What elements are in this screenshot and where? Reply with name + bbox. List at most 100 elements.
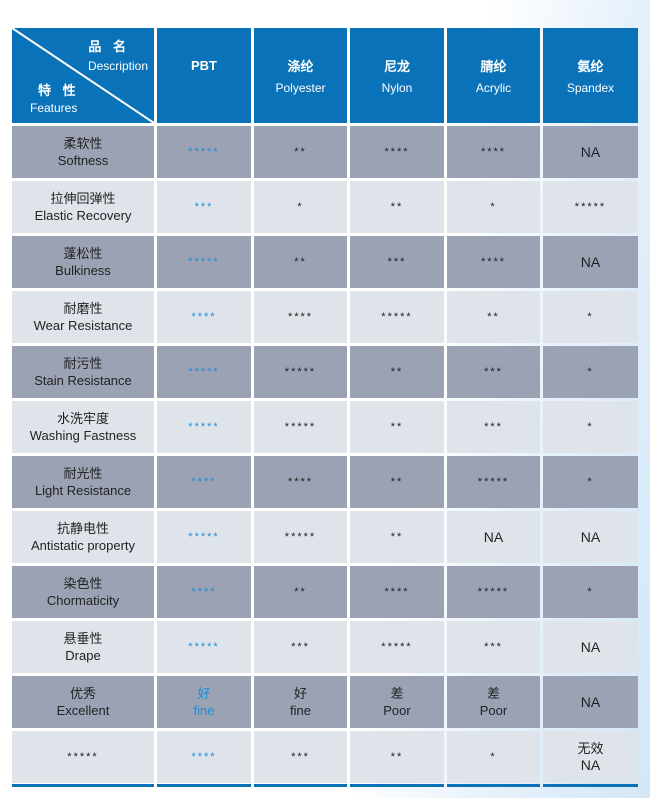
star-rating: * xyxy=(490,200,497,213)
rating-text: NA xyxy=(580,638,601,655)
feature-en: Light Resistance xyxy=(34,483,132,498)
star-rating: ** xyxy=(390,365,404,378)
rating-cell: * xyxy=(543,566,638,618)
diagonal-divider xyxy=(12,28,154,123)
feature-cell: 水洗牢度 Washing Fastness xyxy=(12,401,154,453)
rating-cell: *** xyxy=(447,401,540,453)
rating-text: fine xyxy=(290,703,311,718)
column-title-cn: 尼龙 xyxy=(383,59,410,74)
feature-cn: 悬垂性 xyxy=(63,631,103,646)
rating-cell: * xyxy=(543,291,638,343)
star-rating: * xyxy=(587,585,594,598)
column-title-cn: 腈纶 xyxy=(480,59,507,74)
rating-cell: 好 fine xyxy=(157,676,251,728)
star-rating: **** xyxy=(480,255,507,268)
feature-cn: 水洗牢度 xyxy=(56,411,109,426)
rating-cell: NA xyxy=(543,676,638,728)
star-rating: ***** xyxy=(188,145,220,158)
feature-en: Stain Resistance xyxy=(34,373,132,388)
rating-cell: NA xyxy=(447,511,540,563)
rating-cell: **** xyxy=(157,456,251,508)
rating-cell: **** xyxy=(350,126,444,178)
rating-cell: 差 Poor xyxy=(350,676,444,728)
feature-cell: 染色性 Chormaticity xyxy=(12,566,154,618)
feature-cn: 柔软性 xyxy=(63,136,103,151)
rating-cell: **** xyxy=(157,731,251,783)
rating-cell: * xyxy=(543,401,638,453)
rating-cell: ***** xyxy=(254,511,347,563)
rating-text: 好 xyxy=(293,686,307,701)
feature-cell: 蓬松性 Bulkiness xyxy=(12,236,154,288)
star-rating: * xyxy=(490,750,497,763)
feature-cell: 悬垂性 Drape xyxy=(12,621,154,673)
rating-cell: ***** xyxy=(543,181,638,233)
star-rating: *** xyxy=(484,365,503,378)
star-rating: ***** xyxy=(381,310,413,323)
rating-cell: NA xyxy=(543,621,638,673)
star-rating: * xyxy=(587,365,594,378)
rating-text: NA xyxy=(580,693,601,710)
star-rating: ***** xyxy=(188,420,220,433)
star-rating: ** xyxy=(294,145,307,158)
feature-cell: 优秀 Excellent xyxy=(12,676,154,728)
star-rating: ** xyxy=(294,255,307,268)
rating-cell: **** xyxy=(254,456,347,508)
rating-text: NA xyxy=(580,528,601,545)
star-rating: **** xyxy=(191,310,217,323)
rating-cell: *** xyxy=(447,346,540,398)
rating-text: fine xyxy=(193,703,215,718)
rating-cell: ***** xyxy=(447,456,540,508)
column-title-en: Nylon xyxy=(381,81,413,95)
rating-cell: * xyxy=(543,456,638,508)
column-title-en: Acrylic xyxy=(475,81,512,95)
feature-cell: 抗静电性 Antistatic property xyxy=(12,511,154,563)
features-cn: 特 性 xyxy=(38,83,80,98)
rating-cell: 差 Poor xyxy=(447,676,540,728)
feature-en: Elastic Recovery xyxy=(34,208,132,223)
star-rating: **** xyxy=(480,145,507,158)
feature-cn: 染色性 xyxy=(63,576,103,591)
feature-en: Wear Resistance xyxy=(33,318,133,333)
rating-cell: NA xyxy=(543,126,638,178)
rating-text: Poor xyxy=(383,703,411,718)
feature-cell: 耐光性 Light Resistance xyxy=(12,456,154,508)
rating-cell: ** xyxy=(254,566,347,618)
rating-cell: **** xyxy=(447,126,540,178)
feature-cell: 耐污性 Stain Resistance xyxy=(12,346,154,398)
column-title-cn: 涤纶 xyxy=(287,59,314,74)
rating-cell: ** xyxy=(254,126,347,178)
rating-cell: ** xyxy=(350,456,444,508)
rating-cell: ** xyxy=(350,181,444,233)
feature-en: Drape xyxy=(65,648,101,663)
rating-cell: **** xyxy=(447,236,540,288)
feature-cn: 耐污性 xyxy=(63,356,103,371)
star-rating: **** xyxy=(287,310,314,323)
feature-cell: 耐磨性 Wear Resistance xyxy=(12,291,154,343)
star-rating: ***** xyxy=(188,255,220,268)
star-rating: ** xyxy=(487,310,500,323)
rating-cell: **** xyxy=(254,291,347,343)
rating-cell: *** xyxy=(254,731,347,783)
rating-cell: ***** xyxy=(350,291,444,343)
star-rating: **** xyxy=(384,145,410,158)
star-rating: * xyxy=(297,200,304,213)
star-rating: ***** xyxy=(477,475,510,488)
star-rating: ** xyxy=(390,475,404,488)
star-rating: * xyxy=(587,475,594,488)
column-title-cn: 氨纶 xyxy=(577,59,604,74)
star-rating: ** xyxy=(390,530,404,543)
star-rating: **** xyxy=(191,585,217,598)
description-en: Description xyxy=(87,59,148,73)
star-rating: ** xyxy=(390,420,404,433)
star-rating: *** xyxy=(194,200,214,213)
rating-cell: ***** xyxy=(157,621,251,673)
fiber-comparison-table: 品 名 Description 特 性 Features PBT 涤纶 Poly… xyxy=(12,28,640,783)
star-rating: ** xyxy=(390,750,404,763)
description-cn: 品 名 xyxy=(88,39,130,54)
star-rating: *** xyxy=(291,750,310,763)
star-rating: **** xyxy=(287,475,314,488)
rating-cell: ***** xyxy=(254,346,347,398)
header-pbt: PBT xyxy=(157,28,251,123)
header-nylon: 尼龙 Nylon xyxy=(350,28,444,123)
rating-cell: ***** xyxy=(157,346,251,398)
